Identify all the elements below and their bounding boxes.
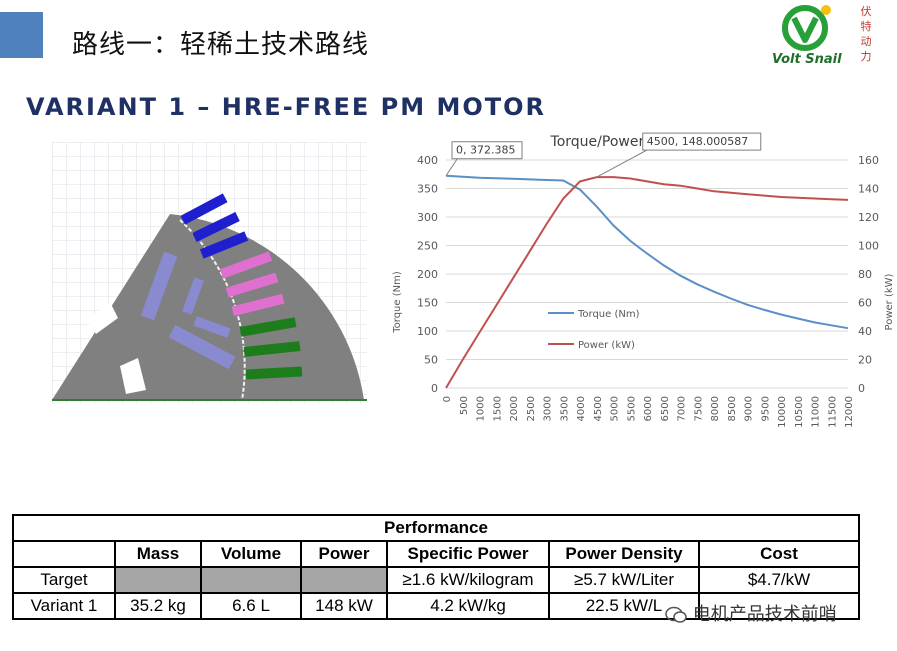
x-tick-label: 3500	[559, 396, 570, 421]
stator-slots-pink	[219, 251, 285, 317]
performance-table: Performance Mass Volume Power Specific P…	[12, 514, 860, 620]
table-row: Variant 1 35.2 kg 6.6 L 148 kW 4.2 kW/kg…	[12, 592, 860, 620]
x-tick-label: 8000	[710, 396, 721, 421]
annotation-box	[451, 141, 523, 160]
annotation-leader	[445, 157, 459, 177]
x-tick-label: 2000	[509, 396, 520, 421]
table-cell: ≥1.6 kW/kilogram	[386, 566, 550, 594]
x-tick-label: 11000	[811, 396, 822, 428]
y-right-tick-label: 0	[858, 382, 865, 395]
annotation-label: 4500, 148.000587	[647, 135, 748, 148]
col-header-mass: Mass	[114, 540, 202, 568]
x-tick-label: 6000	[643, 396, 654, 421]
x-tick-label: 9000	[744, 396, 755, 421]
legend-torque: Torque (Nm)	[577, 309, 640, 320]
wechat-icon	[665, 606, 687, 623]
logo-brand-text: Volt Snail	[772, 52, 842, 67]
x-tick-label: 2500	[526, 396, 537, 421]
table-cell: Variant 1	[12, 592, 116, 620]
table-cell: Target	[12, 566, 116, 594]
annotation-leader	[596, 148, 649, 178]
x-tick-label: 1000	[476, 396, 487, 421]
y-left-tick-label: 300	[417, 211, 438, 224]
annotation-box	[642, 132, 762, 151]
table-cell: ≥5.7 kW/Liter	[548, 566, 700, 594]
x-tick-label: 7000	[677, 396, 688, 421]
y-right-tick-label: 120	[858, 211, 879, 224]
power-series-line	[445, 176, 849, 389]
motor-cross-section	[52, 142, 367, 404]
x-tick-label: 0	[442, 396, 453, 402]
torque-series-line	[445, 174, 849, 330]
y-right-tick-label: 60	[858, 297, 872, 310]
y-left-tick-label: 0	[431, 382, 438, 395]
col-header-power-density: Power Density	[548, 540, 700, 568]
x-tick-label: 10000	[777, 396, 788, 428]
x-tick-label: 10500	[794, 396, 805, 428]
table-cell: $4.7/kW	[698, 566, 860, 594]
table-cell	[114, 566, 202, 594]
col-header-specific-power: Specific Power	[386, 540, 550, 568]
watermark: 电机产品技术前哨	[665, 600, 837, 626]
x-tick-label: 4500	[593, 396, 604, 421]
logo-char: 伏	[860, 5, 872, 18]
torque-power-chart: Torque/Power curves - 350V 0501001502002…	[392, 132, 895, 428]
y-right-tick-label: 40	[858, 325, 872, 338]
x-tick-label: 7500	[693, 396, 704, 421]
y-left-tick-label: 150	[417, 297, 438, 310]
y-right-tick-label: 80	[858, 268, 872, 281]
logo-char: 动	[860, 35, 872, 48]
x-tick-label: 3000	[543, 396, 554, 421]
table-cell: 148 kW	[300, 592, 388, 620]
y-right-tick-label: 160	[858, 154, 879, 167]
x-tick-label: 11500	[827, 396, 838, 428]
x-tick-label: 5500	[626, 396, 637, 421]
logo-char: 特	[860, 20, 872, 33]
table-cell	[698, 592, 860, 620]
x-tick-label: 500	[459, 396, 470, 415]
y-left-tick-label: 250	[417, 240, 438, 253]
legend-power: Power (kW)	[578, 340, 635, 351]
y-right-label: Power (kW)	[884, 273, 895, 330]
stator-slots-blue	[180, 193, 249, 259]
y-right-tick-label: 140	[858, 183, 879, 196]
logo-vertical-chars: 伏 特 动 力	[858, 4, 874, 64]
table-cell: 6.6 L	[200, 592, 302, 620]
variant-heading: VARIANT 1 – HRE-FREE PM MOTOR	[26, 93, 547, 121]
table-cell: 4.2 kW/kg	[386, 592, 550, 620]
performance-header: Performance	[12, 514, 860, 542]
y-left-tick-label: 50	[424, 354, 438, 367]
volt-snail-logo	[782, 5, 831, 51]
col-header-blank	[12, 540, 116, 568]
table-cell: 35.2 kg	[114, 592, 202, 620]
x-tick-label: 8500	[727, 396, 738, 421]
x-tick-label: 1500	[492, 396, 503, 421]
stator-slots-green	[239, 317, 303, 380]
y-left-tick-label: 100	[417, 325, 438, 338]
table-cell	[300, 566, 388, 594]
y-left-tick-label: 200	[417, 268, 438, 281]
col-header-cost: Cost	[698, 540, 860, 568]
title-accent-bar	[0, 12, 43, 58]
annotation-label: 0, 372.385	[456, 144, 515, 157]
table-cell	[200, 566, 302, 594]
x-tick-label: 6500	[660, 396, 671, 421]
watermark-text: 电机产品技术前哨	[692, 604, 837, 625]
y-right-tick-label: 100	[858, 240, 879, 253]
col-header-power: Power	[300, 540, 388, 568]
x-tick-label: 12000	[844, 396, 855, 428]
y-left-label: Torque (Nm)	[392, 271, 403, 334]
y-left-tick-label: 400	[417, 154, 438, 167]
y-right-tick-label: 20	[858, 354, 872, 367]
slide-title: 路线一：轻稀土技术路线	[72, 30, 370, 60]
table-cell: 22.5 kW/L	[548, 592, 700, 620]
table-row: Target ≥1.6 kW/kilogram ≥5.7 kW/Liter $4…	[12, 566, 860, 594]
col-header-volume: Volume	[200, 540, 302, 568]
y-left-tick-label: 350	[417, 183, 438, 196]
x-tick-label: 4000	[576, 396, 587, 421]
x-tick-label: 5000	[610, 396, 621, 421]
x-tick-label: 9500	[760, 396, 771, 421]
logo-char: 力	[860, 50, 872, 63]
